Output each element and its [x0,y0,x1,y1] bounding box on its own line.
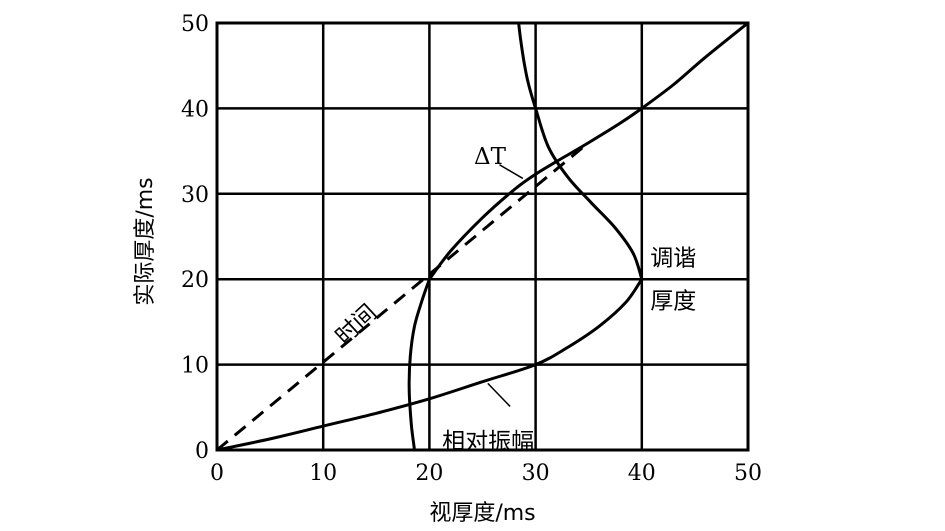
x-tick-label: 40 [628,461,656,486]
annotation-arrow-delta-t [499,164,524,180]
annotation-tuning-line2: 厚度 [650,288,696,314]
grid [217,23,748,450]
plot-frame [215,21,750,452]
x-tick-labels: 0 10 20 30 40 50 [210,461,762,486]
series-line-amplitude [407,22,644,451]
series-line-time [216,141,590,452]
x-axis-title: 视厚度/ms [429,501,535,526]
y-tick-label: 0 [195,439,209,464]
y-tick-label: 50 [181,12,209,37]
y-tick-label: 30 [181,183,209,208]
y-tick-label: 40 [181,97,209,122]
annotation-arrow-amplitude [487,382,511,407]
x-tick-label: 0 [210,461,224,486]
x-tick-label: 10 [309,461,337,486]
y-tick-labels: 0 10 20 30 40 50 [181,12,209,464]
annotation-tuning-line1: 调谐 [650,245,696,271]
series-line-tuning [216,21,749,452]
annotation-amplitude: 相对振幅 [442,429,534,455]
y-tick-label: 10 [181,354,209,379]
annotation-time: 时间 [331,300,382,350]
x-tick-label: 30 [522,461,550,486]
x-tick-label: 20 [415,461,443,486]
y-axis-title: 实际厚度/ms [133,177,158,305]
y-tick-label: 20 [181,268,209,293]
x-tick-label: 50 [734,461,762,486]
